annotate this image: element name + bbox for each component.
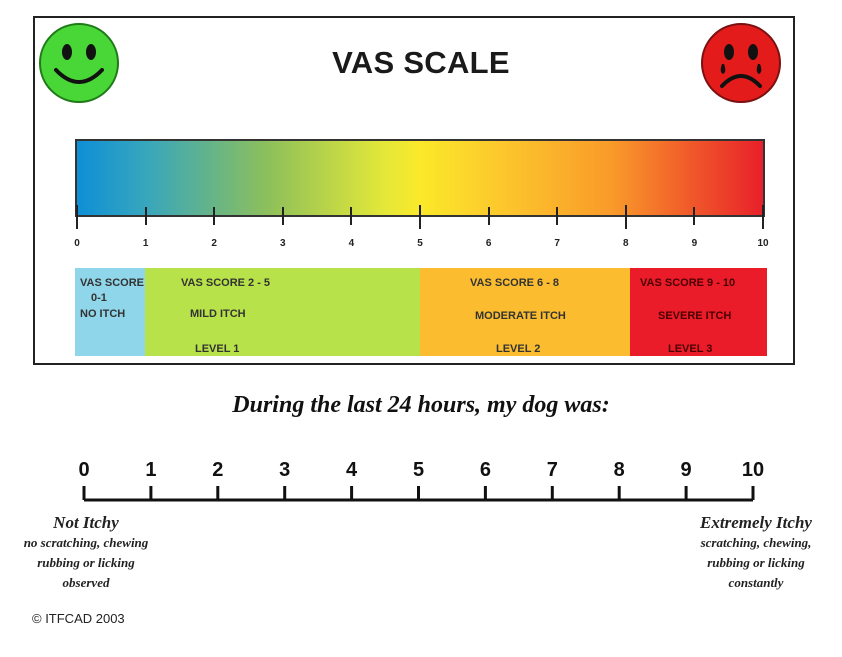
range-label: VAS SCORE 9 - 10 (640, 277, 736, 289)
bar-tick-label: 0 (74, 238, 80, 249)
bar-tick-label: 7 (554, 238, 560, 249)
line-scale-number: 10 (741, 459, 765, 481)
extremely-itchy-line: scratching, chewing, (700, 535, 812, 550)
extremely-itchy-note: Extremely Itchy scratching, chewing, rub… (676, 513, 836, 593)
range-label: NO ITCH (80, 308, 126, 320)
range-label: VAS SCORE 2 - 5 (181, 277, 271, 289)
bar-tick-label: 8 (623, 238, 629, 249)
not-itchy-heading: Not Itchy (53, 513, 119, 532)
line-scale-number: 7 (546, 459, 558, 481)
line-scale-number: 1 (145, 459, 157, 481)
not-itchy-line: no scratching, chewing (23, 535, 149, 550)
bar-tick-label: 10 (757, 238, 769, 249)
question-text: During the last 24 hours, my dog was: (232, 392, 610, 418)
sad-crying-face-icon (701, 23, 781, 103)
not-itchy-note: Not Itchy no scratching, chewing rubbing… (0, 513, 172, 593)
line-scale-number: 8 (613, 459, 625, 481)
bar-tick (624, 205, 627, 229)
bar-tick-label: 4 (348, 238, 355, 249)
range-label: LEVEL 1 (195, 343, 240, 355)
extremely-itchy-line: constantly (728, 575, 784, 590)
range-label: VAS SCORE (80, 277, 144, 289)
line-scale-number: 0 (78, 459, 90, 481)
bar-tick (693, 207, 696, 225)
extremely-itchy-line: rubbing or licking (707, 555, 805, 570)
range-box: VAS SCORE 9 - 10 SEVERE ITCH LEVEL 3 (630, 268, 767, 356)
bar-tick (487, 207, 490, 225)
line-scale-number: 9 (680, 459, 692, 481)
bar-tick (213, 207, 216, 225)
bar-tick-label: 5 (417, 238, 423, 249)
bar-tick (350, 207, 353, 225)
bar-tick-label: 9 (691, 238, 698, 249)
bar-tick (144, 207, 147, 225)
range-label: MILD ITCH (190, 308, 246, 320)
line-scale-number: 5 (412, 459, 425, 481)
extremely-itchy-heading: Extremely Itchy (700, 513, 812, 532)
bar-tick (76, 205, 78, 229)
bar-tick (419, 205, 421, 229)
range-label: VAS SCORE 6 - 8 (470, 277, 560, 289)
bar-tick (281, 207, 284, 225)
line-scale-number: 3 (279, 459, 291, 481)
bar-tick (762, 205, 764, 229)
range-label: 0-1 (91, 292, 107, 304)
scale-title: VAS SCALE (332, 45, 510, 80)
line-scale-number: 2 (212, 459, 224, 481)
range-label: SEVERE ITCH (658, 310, 732, 322)
smiley-face-icon (39, 23, 119, 103)
bar-tick-label: 3 (280, 238, 286, 249)
bar-tick-label: 1 (142, 238, 149, 249)
range-label: LEVEL 2 (496, 343, 541, 355)
range-box: VAS SCORE 6 - 8 MODERATE ITCH LEVEL 2 (420, 268, 630, 356)
range-label: LEVEL 3 (668, 343, 713, 355)
bar-tick (556, 207, 559, 225)
not-itchy-line: observed (62, 575, 110, 590)
bar-tick-label: 6 (485, 238, 492, 249)
line-scale-number: 4 (346, 459, 358, 481)
line-scale-number: 6 (479, 459, 491, 481)
range-box: VAS SCORE 2 - 5 MILD ITCH LEVEL 1 (145, 268, 420, 356)
bar-tick-label: 2 (211, 238, 217, 249)
not-itchy-line: rubbing or licking (37, 555, 135, 570)
range-label: MODERATE ITCH (475, 310, 566, 322)
copyright-text: © ITFCAD 2003 (32, 611, 125, 626)
range-box: VAS SCORE 0-1 NO ITCH (75, 268, 145, 356)
